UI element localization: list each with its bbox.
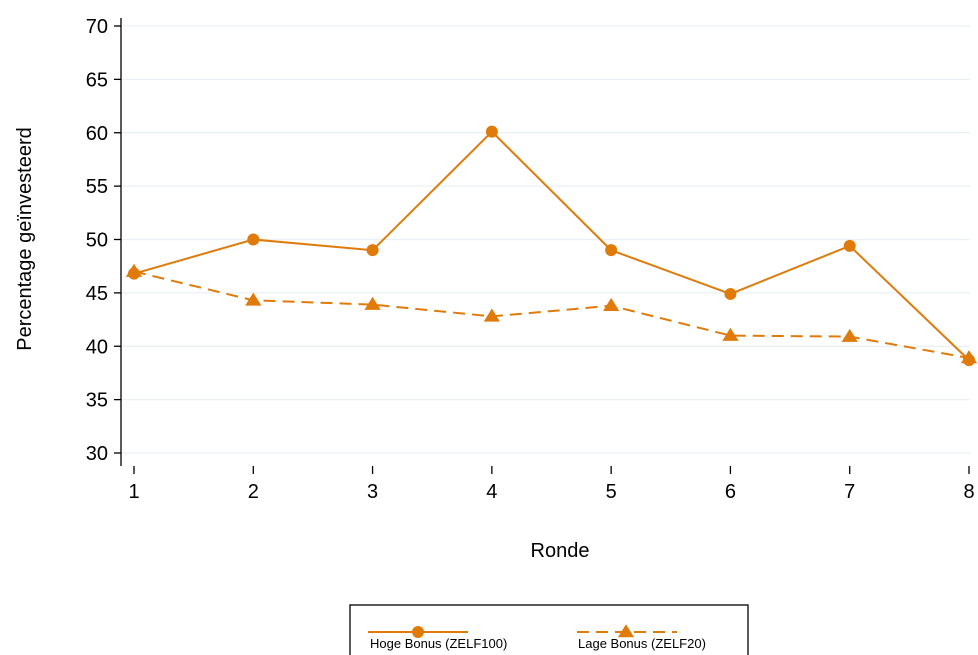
y-axis-title: Percentage geïnvesteerd [14, 127, 36, 351]
y-tick-label-40: 40 [86, 336, 108, 358]
data-point-series-2-x8 [960, 350, 978, 364]
data-point-series-1-x4 [485, 125, 498, 138]
y-tick-label-30: 30 [86, 443, 108, 465]
y-tick-label-55: 55 [86, 176, 108, 198]
x-tick-label-5: 5 [606, 481, 617, 503]
x-tick-label-4: 4 [486, 481, 497, 503]
data-point-series-1-x7 [843, 239, 856, 252]
data-point-series-2-x5 [603, 297, 620, 311]
y-tick-label-35: 35 [86, 390, 108, 412]
y-tick-label-50: 50 [86, 230, 108, 252]
legend-key-marker-series-1 [412, 626, 424, 638]
y-tick-label-60: 60 [86, 123, 108, 145]
data-point-series-2-x6 [722, 327, 739, 341]
x-tick-label-2: 2 [248, 481, 259, 503]
y-tick-label-70: 70 [86, 16, 108, 38]
data-point-series-2-x2 [245, 292, 262, 306]
series-markers [125, 125, 978, 367]
series-lines [133, 130, 970, 361]
legend: Hoge Bonus (ZELF100) Lage Bonus (ZELF20) [349, 604, 749, 655]
x-tick-label-6: 6 [725, 481, 736, 503]
data-point-series-2-x4 [483, 308, 500, 322]
data-point-series-1-x6 [724, 287, 737, 300]
x-tick-label-1: 1 [128, 481, 139, 503]
data-point-series-1-x3 [366, 244, 379, 257]
y-tick-label-65: 65 [86, 69, 108, 91]
data-point-series-2-x7 [841, 328, 858, 342]
series-line-1 [133, 130, 970, 361]
x-tick-label-7: 7 [844, 481, 855, 503]
series-line-2 [133, 270, 970, 359]
data-point-series-1-x2 [247, 233, 260, 246]
data-point-series-2-x1 [125, 263, 143, 277]
y-tick-label-45: 45 [86, 283, 108, 305]
legend-label-series-1: Hoge Bonus (ZELF100) [370, 636, 507, 651]
x-tick-label-8: 8 [963, 481, 974, 503]
legend-key-marker-series-2 [617, 624, 635, 638]
data-point-series-1-x5 [605, 244, 618, 257]
legend-label-series-2: Lage Bonus (ZELF20) [578, 636, 706, 651]
x-tick-label-3: 3 [367, 481, 378, 503]
data-point-series-2-x3 [364, 296, 381, 310]
x-axis-title: Ronde [531, 540, 590, 562]
